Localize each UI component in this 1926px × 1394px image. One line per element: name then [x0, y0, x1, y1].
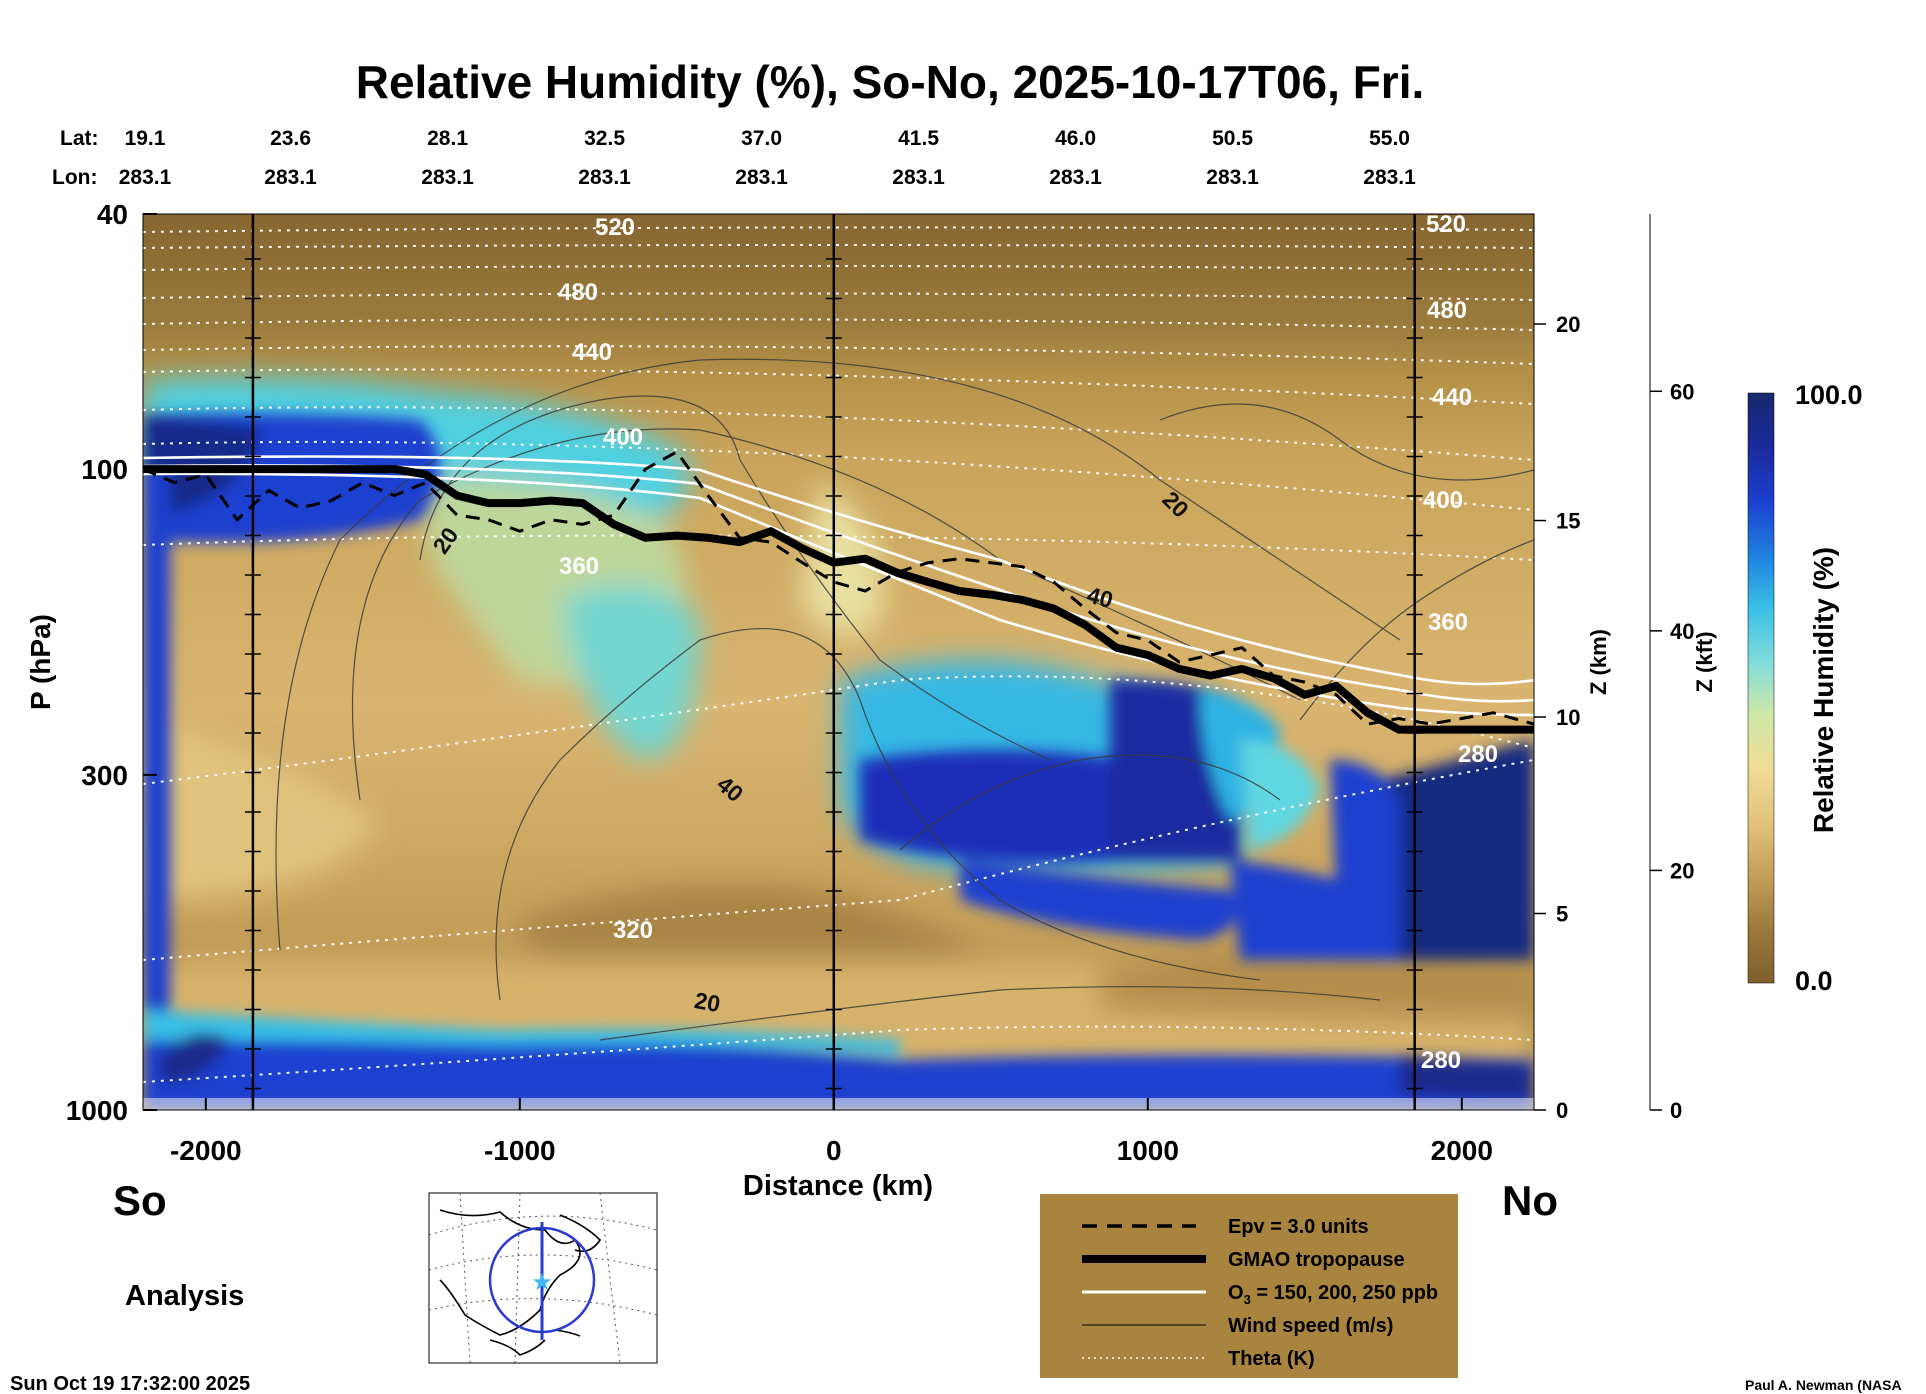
z-kft-tick-label: 0	[1670, 1098, 1682, 1123]
lat-label: 46.0	[1055, 127, 1096, 150]
north-label: No	[1502, 1177, 1558, 1224]
lon-label: 283.1	[1363, 166, 1416, 189]
z-km-tick-label: 0	[1556, 1098, 1568, 1123]
x-tick-label: 0	[826, 1135, 842, 1166]
legend-ozone-label: O3 = 150, 200, 250 ppb	[1228, 1282, 1438, 1307]
theta-contour-label: 440	[572, 339, 612, 366]
theta-contour-label: 520	[595, 214, 635, 241]
epv-series	[143, 449, 1534, 726]
tropopause-line	[143, 465, 1534, 734]
vertical-markers	[244, 214, 1423, 1110]
x-tick-label: 1000	[1117, 1135, 1179, 1166]
colorbar	[1747, 392, 1775, 984]
legend-ozone-subscript: 3	[1244, 1292, 1251, 1307]
theta-contour-label: 480	[1427, 297, 1467, 324]
z-kft-axis-label: Z (kft)	[1692, 631, 1717, 692]
z-km-tick-label: 10	[1556, 705, 1580, 730]
pressure-axis: 40 100 300 1000	[66, 199, 157, 1126]
theta-contour-label: 360	[559, 553, 599, 580]
lat-label: 50.5	[1212, 127, 1253, 150]
x-tick-label: 2000	[1431, 1135, 1493, 1166]
lon-label: 283.1	[119, 166, 172, 189]
contour-labels: 520 480 440 400 360 320 280 280 520 480 440 400 360 2…	[427, 211, 1498, 1074]
south-label: So	[113, 1177, 167, 1224]
wind-speed-contours	[275, 358, 1534, 1041]
inset-map: ★	[428, 1192, 658, 1364]
colorbar-max-label: 100.0	[1795, 380, 1863, 410]
z-km-tick-label: 15	[1556, 509, 1580, 534]
lon-label: 283.1	[578, 166, 631, 189]
pressure-tick-label: 300	[81, 760, 128, 791]
lon-label: 283.1	[735, 166, 788, 189]
theta-contour-label: 320	[613, 917, 653, 944]
humidity-blobs-dark	[143, 413, 1534, 1110]
lon-label: 283.1	[421, 166, 474, 189]
theta-contour-label: 400	[1423, 487, 1463, 514]
timestamp: Sun Oct 19 17:32:00 2025	[10, 1373, 250, 1394]
pressure-tick-label: 1000	[66, 1095, 128, 1126]
lat-label: 37.0	[741, 127, 782, 150]
theta-contour-label: 440	[1432, 384, 1472, 411]
x-tick-label: -2000	[170, 1135, 242, 1166]
z-kft-tick-label: 60	[1670, 379, 1694, 404]
wind-contour-label: 20	[693, 987, 723, 1017]
z-km-axis: 0 5 10 15 20	[1534, 312, 1580, 1123]
z-km-axis-label: Z (km)	[1586, 629, 1611, 695]
lon-label: 283.1	[892, 166, 945, 189]
analysis-label: Analysis	[125, 1280, 244, 1312]
lat-label: 19.1	[125, 127, 166, 150]
z-kft-tick-label: 20	[1670, 858, 1694, 883]
legend-ozone-prefix: O	[1228, 1282, 1244, 1304]
pressure-tick-label: 40	[97, 199, 128, 230]
lat-label: 23.6	[270, 127, 311, 150]
lon-label: 283.1	[1206, 166, 1259, 189]
x-axis-label: Distance (km)	[743, 1170, 933, 1202]
tropopause-series	[143, 465, 1534, 734]
theta-contour-label: 400	[603, 424, 643, 451]
inset-map-center-icon: ★	[531, 1269, 553, 1296]
lat-label: 41.5	[898, 127, 939, 150]
lon-header-label: Lon:	[52, 166, 97, 189]
ozone-contours	[143, 455, 1534, 717]
y-axis-label: P (hPa)	[25, 614, 56, 710]
x-axis: -2000 -1000 0 1000 2000	[170, 1098, 1493, 1166]
theta-contour-label: 360	[1428, 609, 1468, 636]
legend-wind-label: Wind speed (m/s)	[1228, 1315, 1393, 1337]
lat-header-label: Lat:	[60, 127, 99, 150]
z-kft-axis: 0 20 40 60	[1649, 214, 1694, 1123]
lat-label: 32.5	[584, 127, 625, 150]
legend-theta-label: Theta (K)	[1228, 1348, 1315, 1370]
plot-frame	[142, 213, 1535, 1111]
plot-area	[143, 214, 1534, 1110]
z-kft-tick-label: 40	[1670, 619, 1694, 644]
z-km-tick-label: 5	[1556, 902, 1568, 927]
pressure-tick-label: 100	[81, 454, 128, 485]
theta-contour-label: 480	[558, 279, 598, 306]
z-km-tick-label: 20	[1556, 312, 1580, 337]
legend-epv-label: Epv = 3.0 units	[1228, 1216, 1369, 1238]
legend-ozone-suffix: = 150, 200, 250 ppb	[1251, 1282, 1438, 1304]
lat-label: 55.0	[1369, 127, 1410, 150]
x-tick-label: -1000	[484, 1135, 556, 1166]
colorbar-label: Relative Humidity (%)	[1808, 547, 1839, 833]
credit: Paul A. Newman (NASA	[1745, 1377, 1902, 1393]
chart-title: Relative Humidity (%), So-No, 2025-10-17…	[356, 56, 1425, 108]
inset-map-graticule	[428, 1192, 658, 1364]
legend-tropopause-label: GMAO tropopause	[1228, 1249, 1405, 1271]
lat-lon-labels: 19.1 283.1 23.6 283.1 28.1 283.1 32.5 283.1 37.0…	[119, 127, 1416, 189]
theta-contour-label: 520	[1426, 211, 1466, 238]
lon-label: 283.1	[264, 166, 317, 189]
theta-contour-label: 280	[1458, 741, 1498, 768]
legend: Epv = 3.0 units GMAO tropopause O3 = 150…	[1040, 1194, 1458, 1378]
bottom-white-edge	[143, 1098, 1534, 1110]
epv-line	[143, 449, 1534, 726]
lat-label: 28.1	[427, 127, 468, 150]
colorbar-min-label: 0.0	[1795, 966, 1833, 996]
lon-label: 283.1	[1049, 166, 1102, 189]
theta-contour-label: 280	[1421, 1047, 1461, 1074]
